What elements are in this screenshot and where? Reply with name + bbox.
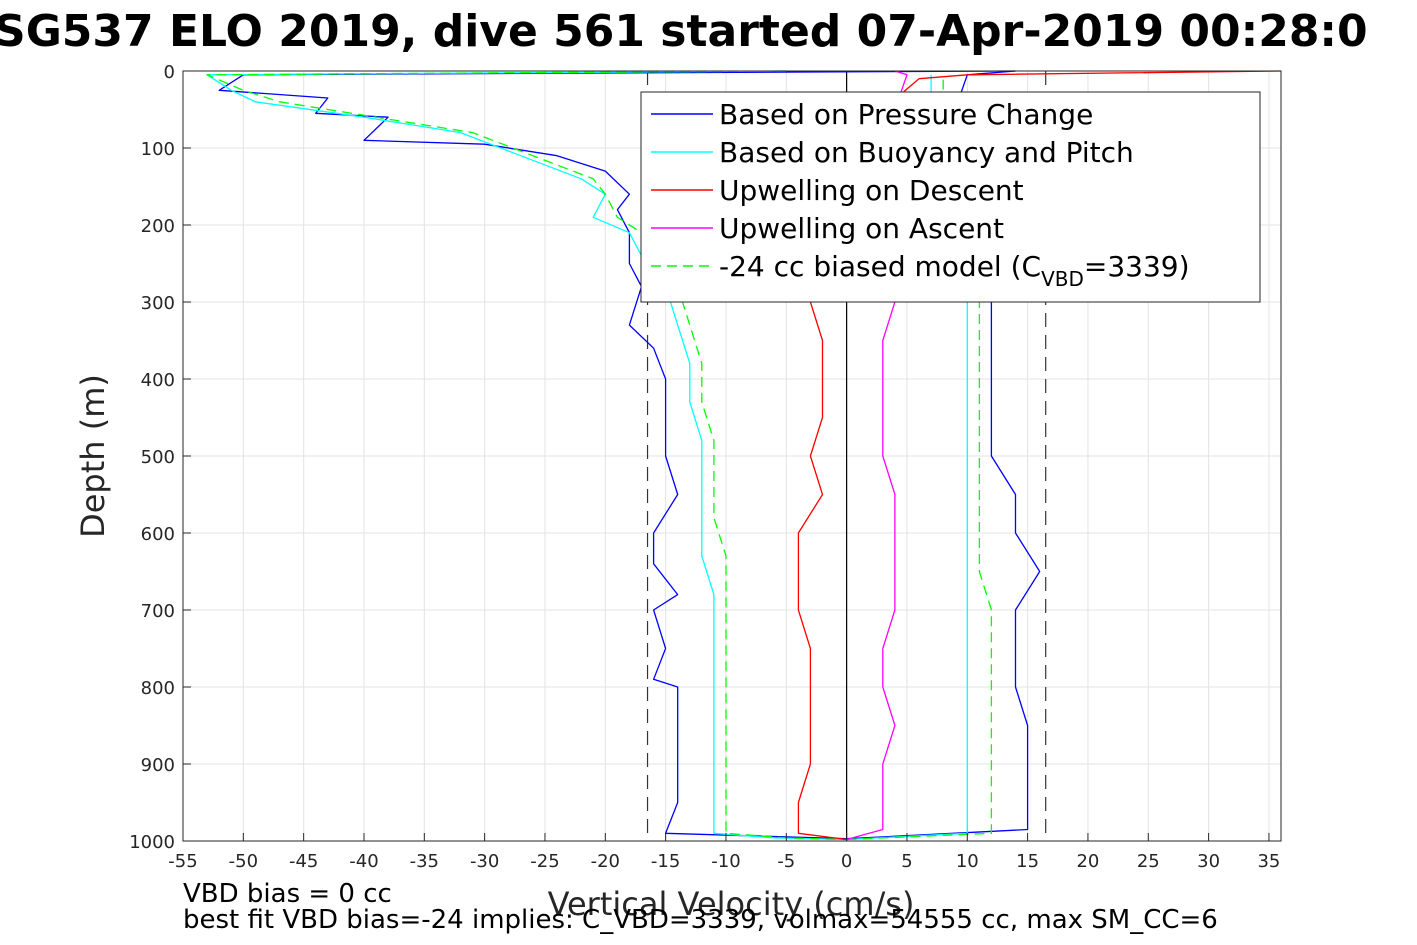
y-axis-label: Depth (m) [74, 374, 112, 538]
legend-label: Based on Pressure Change [719, 98, 1093, 131]
series-line [206, 70, 847, 841]
x-tick-label: 30 [1197, 851, 1220, 872]
y-tick-label: 500 [141, 447, 175, 468]
x-tick-label: 15 [1016, 851, 1039, 872]
legend: Based on Pressure Change Based on Buoyanc… [640, 91, 1261, 303]
x-tick-label: -15 [651, 851, 680, 872]
legend-label-subscript: VBD [1041, 267, 1084, 291]
legend-label: -24 cc biased model (CVBD=3339) [719, 250, 1190, 291]
x-tick-label: 35 [1257, 851, 1280, 872]
legend-label: Based on Buoyancy and Pitch [719, 136, 1134, 169]
y-tick-label: 0 [164, 62, 175, 83]
y-tick-label: 900 [141, 755, 175, 776]
x-tick-label: -50 [229, 851, 258, 872]
x-tick-label: -55 [168, 851, 197, 872]
legend-box [640, 91, 1261, 303]
x-tick-label: 20 [1076, 851, 1099, 872]
footer-line-1: VBD bias = 0 cc [183, 879, 392, 909]
y-tick-label: 400 [141, 370, 175, 391]
x-tick-label: -35 [410, 851, 439, 872]
x-axis-label: Vertical Velocity (cm/s) [548, 885, 915, 923]
legend-label-tail: =3339) [1084, 250, 1190, 283]
series-line [206, 70, 847, 841]
x-tick-label: -30 [470, 851, 499, 872]
x-tick-label: -10 [711, 851, 740, 872]
x-axis-ticks: -55 -50 -45 -40 -35 -30 -25 -20 -15 -10 -5 0 5 10 15 20… [168, 833, 1280, 872]
x-tick-label: 0 [841, 851, 852, 872]
legend-label-main: -24 cc biased model (C [719, 250, 1041, 283]
y-tick-label: 700 [141, 601, 175, 622]
x-tick-label: -40 [349, 851, 378, 872]
y-tick-label: 300 [141, 293, 175, 314]
x-tick-label: -45 [289, 851, 318, 872]
series-line [218, 70, 1016, 840]
legend-label: Upwelling on Descent [719, 174, 1024, 207]
legend-label: Upwelling on Ascent [719, 212, 1004, 245]
y-axis-ticks: 0 100 200 300 400 500 600 700 800 900 1000 [129, 62, 191, 853]
x-tick-label: 25 [1137, 851, 1160, 872]
y-tick-label: 600 [141, 524, 175, 545]
x-tick-label: 5 [901, 851, 912, 872]
x-tick-label: -25 [530, 851, 559, 872]
x-tick-label: -20 [591, 851, 620, 872]
y-tick-label: 200 [141, 216, 175, 237]
y-tick-label: 1000 [129, 832, 175, 853]
x-tick-label: -5 [777, 851, 795, 872]
y-tick-label: 800 [141, 678, 175, 699]
x-tick-label: 10 [956, 851, 979, 872]
y-tick-label: 100 [141, 139, 175, 160]
footer-line-2: best fit VBD bias=-24 implies: C_VBD=333… [183, 905, 1218, 935]
chart-title: SG537 ELO 2019, dive 561 started 07-Apr-… [0, 6, 1368, 57]
